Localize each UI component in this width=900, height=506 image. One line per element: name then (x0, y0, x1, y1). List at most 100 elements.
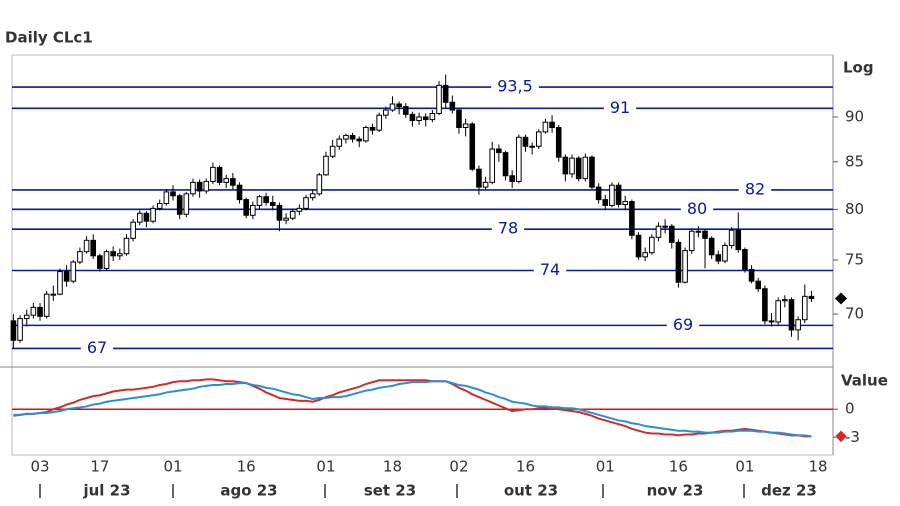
x-tick-label: 01 (163, 458, 182, 476)
x-group-label: set 23 (364, 482, 416, 500)
level-label: 78 (498, 219, 518, 238)
level-label-bg (491, 76, 539, 96)
candle-body (223, 178, 230, 183)
candle-body (349, 134, 356, 140)
last-value-marker (834, 429, 848, 443)
candle-body (70, 261, 77, 282)
candle-body (190, 181, 196, 195)
candle-body (775, 300, 781, 323)
candle-body (555, 127, 562, 158)
candle-body (456, 109, 462, 129)
chart-title: Daily CLc1 (5, 29, 93, 47)
candle-body (183, 193, 190, 215)
y-axis-label: Value (841, 372, 888, 390)
candle-body (163, 191, 170, 204)
level-label: 69 (673, 315, 693, 334)
candle-body (210, 166, 216, 182)
candle-body (748, 268, 755, 282)
y-tick-label: 90 (845, 107, 864, 125)
candle-body (150, 207, 156, 222)
level-label-bg (533, 259, 567, 279)
candle-body (535, 131, 542, 147)
candle-body (196, 181, 203, 192)
x-tick-label: 01 (735, 458, 754, 476)
x-tick-label: 02 (449, 458, 468, 476)
x-group-label: dez 23 (761, 482, 817, 500)
x-tick-label: 17 (90, 458, 109, 476)
candle-body (529, 145, 535, 148)
candle-body (236, 184, 243, 201)
candle-body (90, 239, 97, 257)
x-group-label: out 23 (504, 482, 558, 500)
candle-body (695, 230, 702, 233)
level-label: 91 (610, 98, 630, 117)
candle-body (136, 212, 143, 223)
x-group-label: nov 23 (647, 482, 704, 500)
candle-body (449, 101, 456, 111)
candle-body (542, 121, 549, 133)
y-tick-label: 0 (845, 400, 855, 418)
candle-body (97, 255, 103, 269)
candle-body (316, 174, 323, 195)
y-tick-label: -3 (845, 428, 860, 446)
candle-body (688, 230, 695, 252)
candle-body (110, 251, 116, 257)
x-tick-label: 18 (383, 458, 402, 476)
x-group-label: jul 23 (82, 482, 130, 500)
candle-body (276, 204, 283, 221)
candle-body (615, 184, 622, 205)
x-tick-label: 16 (237, 458, 256, 476)
candle-body (735, 229, 742, 251)
candle-body (728, 229, 735, 246)
candle-body (303, 197, 309, 209)
candle-body (668, 225, 675, 243)
candle-body (808, 295, 815, 300)
candle-body (582, 156, 589, 180)
candle-body (562, 156, 569, 175)
candle-body (569, 157, 575, 175)
x-tick-label: 16 (516, 458, 535, 476)
level-label: 74 (540, 260, 560, 279)
candle-body (768, 320, 775, 323)
x-tick-label: 01 (316, 458, 335, 476)
level-label: 67 (87, 338, 107, 357)
candle-body (363, 127, 369, 142)
candle-body (269, 202, 276, 206)
candle-body (409, 113, 416, 121)
candle-body (77, 251, 83, 263)
candle-body (30, 306, 37, 316)
candle-body (742, 249, 748, 270)
level-label-bg (680, 198, 714, 218)
level-label-bg (603, 97, 637, 117)
y-tick-label: 75 (845, 250, 864, 268)
candle-body (462, 123, 469, 129)
candle-body (389, 103, 396, 111)
candle-body (369, 127, 376, 131)
candle-body (549, 121, 555, 129)
candle-body (722, 244, 728, 262)
candle-body (283, 217, 289, 221)
candle-body (795, 319, 801, 331)
candle-body (117, 253, 123, 257)
candle-body (788, 299, 795, 331)
candle-body (329, 145, 336, 157)
x-tick-label: 01 (596, 458, 615, 476)
candle-body (489, 148, 496, 183)
level-label: 82 (745, 179, 765, 198)
candle-body (429, 112, 436, 121)
level-label-bg (491, 218, 525, 238)
level-label-bg (738, 179, 772, 199)
candle-body (396, 103, 402, 108)
candle-body (170, 191, 176, 197)
candle-body (502, 152, 509, 177)
candle-body (482, 181, 489, 188)
candle-body (10, 320, 17, 341)
candle-body (83, 239, 90, 253)
candle-body (675, 241, 682, 283)
candle-body (635, 234, 642, 258)
y-axis-label: Log (843, 59, 874, 77)
candle-body (782, 299, 788, 302)
